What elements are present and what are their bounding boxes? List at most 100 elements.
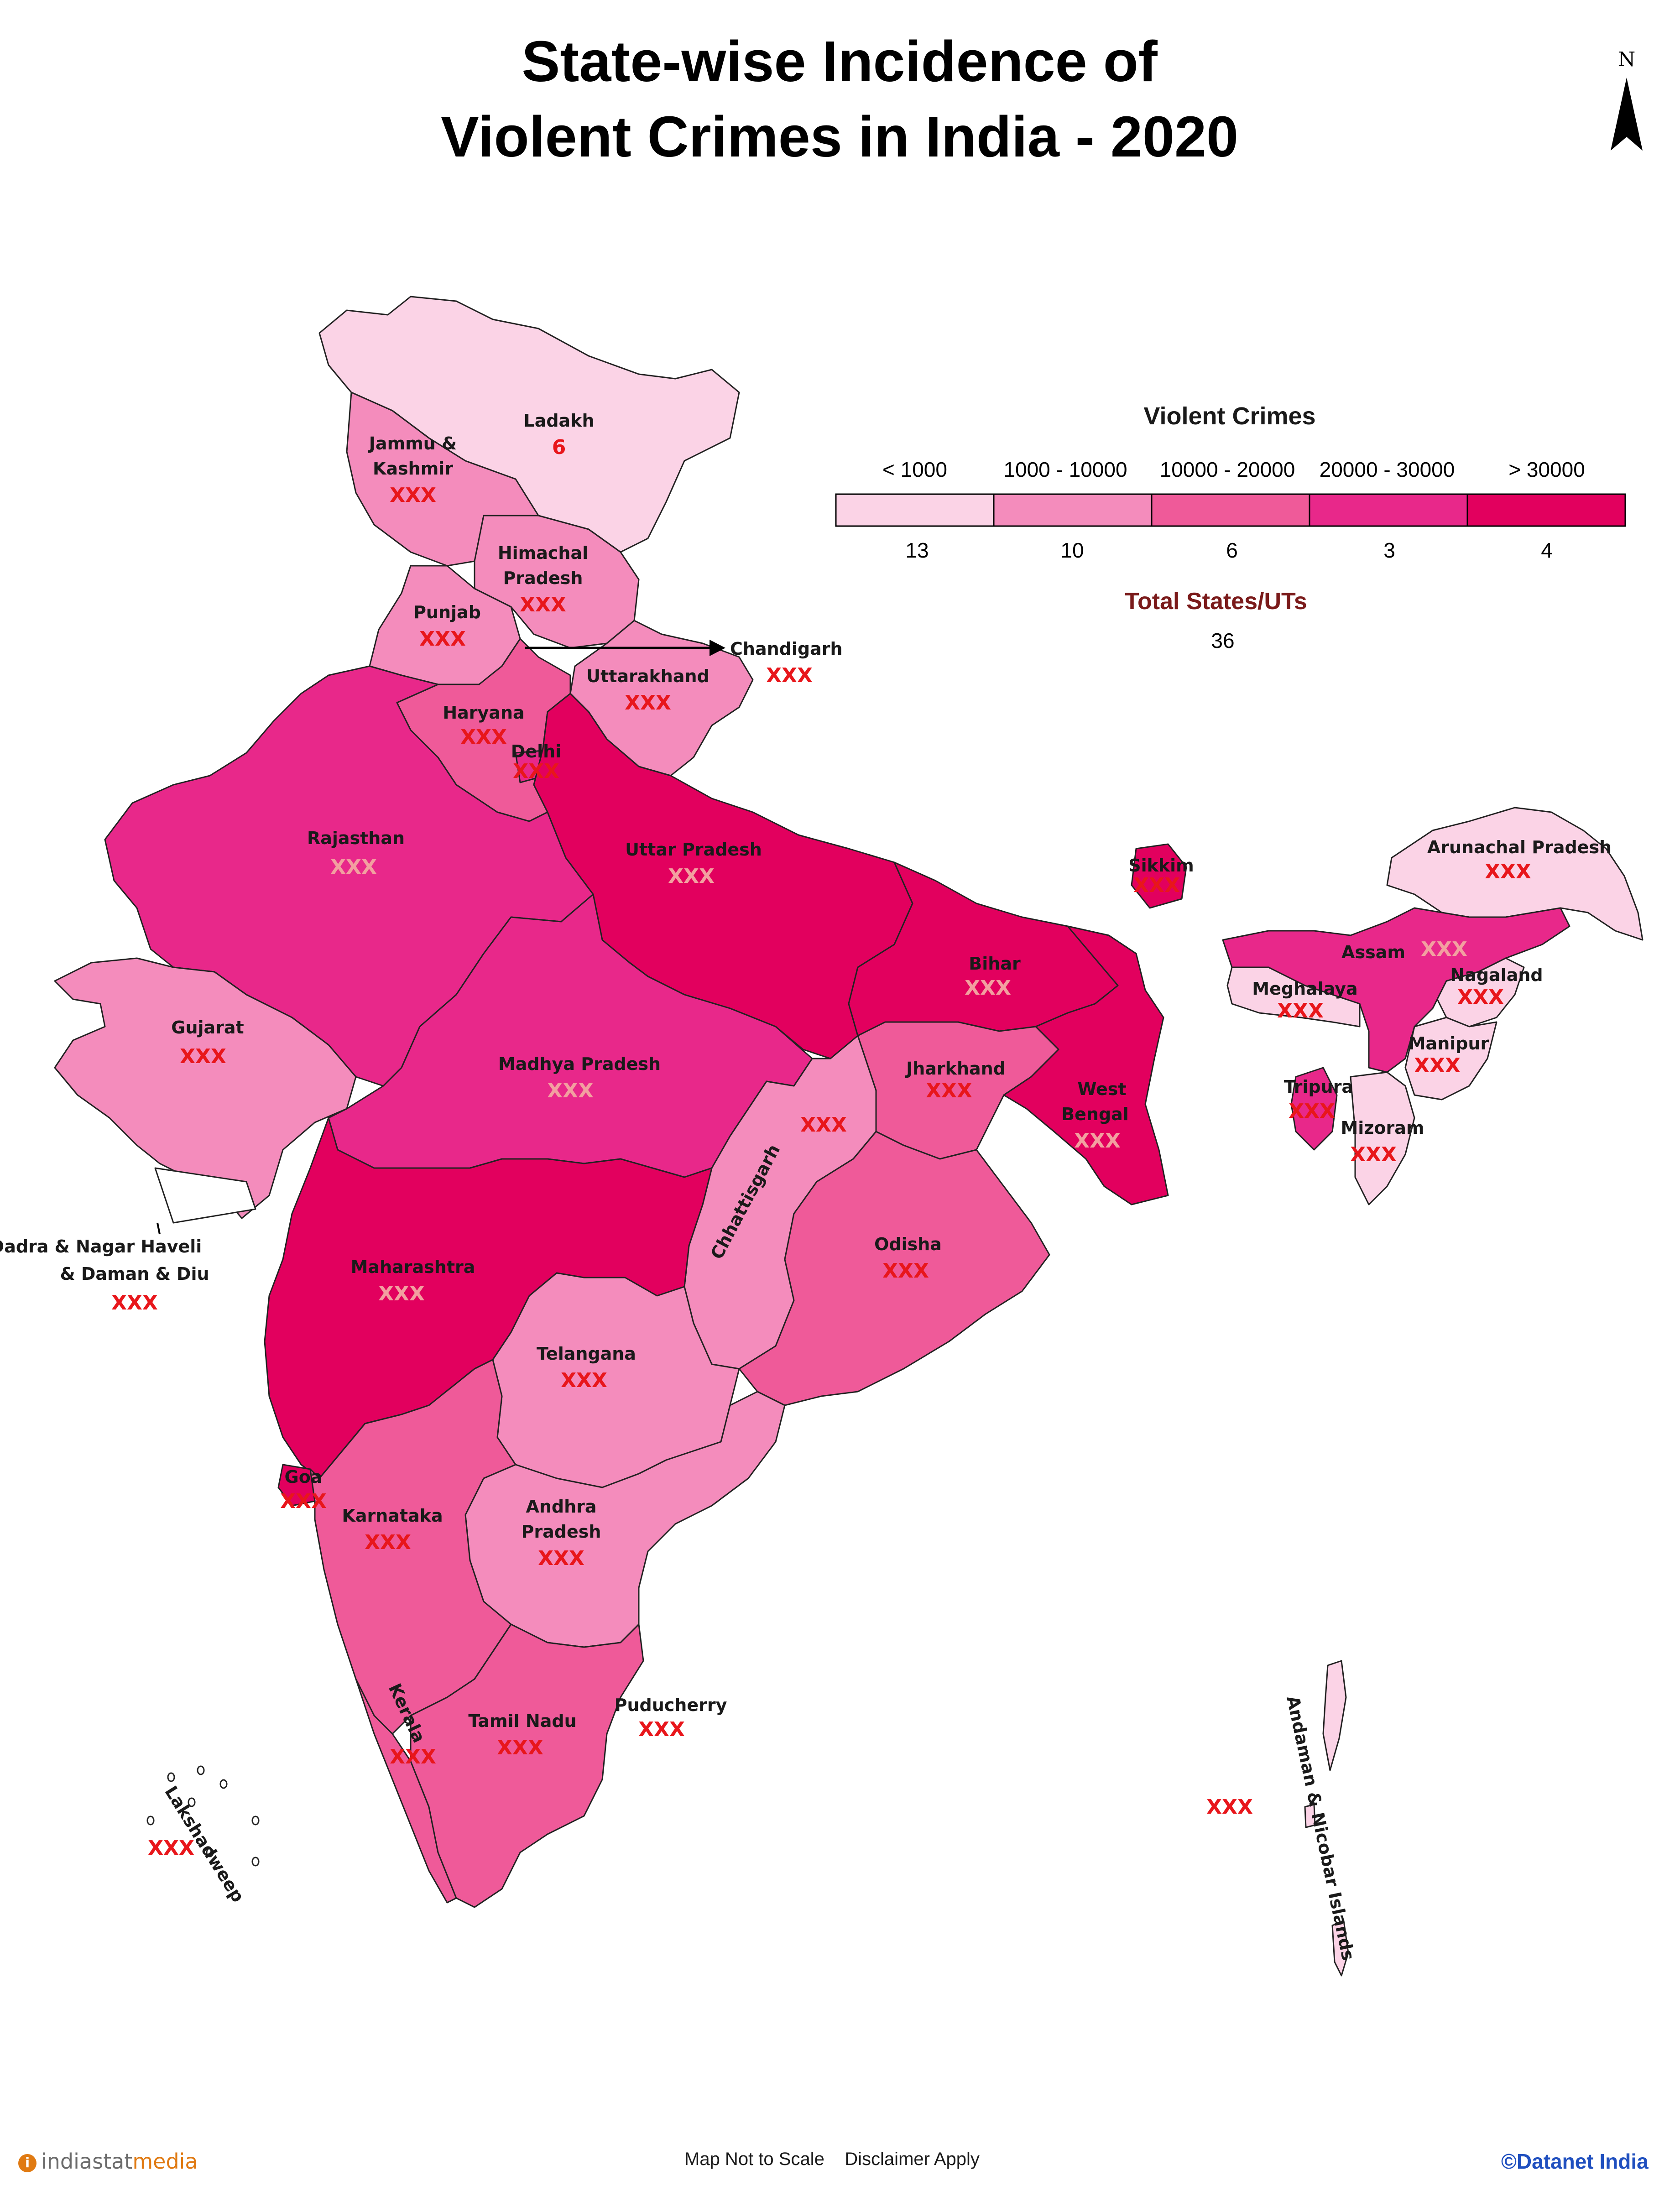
- value-meghalaya: XXX: [1277, 999, 1324, 1022]
- region-mizoram: [1350, 1071, 1415, 1205]
- label-punjab: Punjab: [413, 602, 481, 622]
- label-jharkhand: Jharkhand: [905, 1059, 1006, 1079]
- label-haryana: Haryana: [443, 703, 524, 723]
- region-karnataka: [309, 1359, 517, 1735]
- label-ap-1: Andhra: [526, 1497, 596, 1517]
- value-nagaland: XXX: [1457, 986, 1504, 1009]
- north-arrow-icon: [1611, 78, 1643, 151]
- label-delhi: Delhi: [511, 741, 561, 762]
- label-mp: Madhya Pradesh: [498, 1054, 661, 1074]
- region-goa: [277, 1464, 316, 1507]
- label-tn: Tamil Nadu: [468, 1711, 576, 1731]
- value-uttarakhand: XXX: [625, 691, 671, 715]
- brand-datanet-india[interactable]: ©Datanet India: [1501, 2149, 1649, 2173]
- label-wb-1: West: [1077, 1079, 1126, 1099]
- label-sikkim: Sikkim: [1128, 856, 1194, 876]
- legend: Violent Crimes < 1000 1000 - 10000 10000…: [835, 402, 1626, 652]
- value-mizoram: XXX: [1350, 1143, 1397, 1166]
- label-rajasthan: Rajasthan: [307, 828, 405, 848]
- legend-count-1: 13: [905, 538, 929, 562]
- value-rajasthan: XXX: [330, 856, 377, 879]
- footer-disclaimer: Map Not to Scale Disclaimer Apply: [684, 2149, 980, 2169]
- legend-range-1: < 1000: [882, 458, 947, 481]
- label-telangana: Telangana: [537, 1344, 636, 1364]
- total-states-value: 36: [1211, 629, 1234, 652]
- label-goa: Goa: [285, 1467, 323, 1487]
- label-meghalaya: Meghalaya: [1252, 979, 1357, 999]
- value-wb: XXX: [1074, 1129, 1121, 1153]
- value-chandigarh: XXX: [766, 664, 813, 687]
- value-ladakh: 6: [552, 436, 566, 459]
- value-arunachal: XXX: [1485, 860, 1531, 883]
- region-meghalaya: [1226, 966, 1361, 1028]
- label-uttarakhand: Uttarakhand: [586, 666, 709, 686]
- legend-range-2: 1000 - 10000: [1003, 458, 1127, 481]
- value-odisha: XXX: [882, 1259, 929, 1283]
- brand-left-part-1: indiastat: [41, 2149, 133, 2174]
- value-telangana: XXX: [561, 1369, 607, 1392]
- label-dnhdd-1: Dadra & Nagar Haveli: [0, 1236, 202, 1257]
- value-dnhdd: XXX: [111, 1291, 158, 1315]
- label-dnhdd-2: & Daman & Diu: [60, 1264, 209, 1284]
- label-wb-2: Bengal: [1061, 1104, 1129, 1124]
- value-ap: XXX: [538, 1547, 584, 1570]
- label-jk-1: Jammu &: [368, 433, 457, 454]
- map-title-line-2: Violent Crimes in India - 2020: [440, 104, 1239, 169]
- value-assam: XXX: [1421, 938, 1467, 961]
- total-states-label: Total States/UTs: [1125, 588, 1307, 615]
- map-title-line-1: State-wise Incidence of: [522, 29, 1158, 94]
- label-chandigarh: Chandigarh: [730, 639, 843, 659]
- label-manipur: Manipur: [1409, 1033, 1489, 1054]
- legend-range-5: > 30000: [1508, 458, 1585, 481]
- region-dnh-daman-diu: [154, 1167, 256, 1224]
- label-up: Uttar Pradesh: [625, 840, 762, 860]
- value-delhi: XXX: [513, 760, 559, 783]
- region-nagaland: [1436, 957, 1525, 1028]
- value-maharashtra: XXX: [378, 1282, 425, 1305]
- label-puducherry: Puducherry: [615, 1695, 727, 1715]
- value-tripura: XXX: [1289, 1100, 1335, 1123]
- legend-count-5: 4: [1541, 538, 1553, 562]
- region-west-bengal: [1003, 925, 1169, 1205]
- label-ap-2: Pradesh: [522, 1522, 601, 1542]
- legend-swatch-4: [1309, 493, 1468, 527]
- brand-indiastat-media[interactable]: i indiastatmedia: [18, 2149, 198, 2174]
- legend-count-4: 3: [1383, 538, 1395, 562]
- value-jharkhand: XXX: [926, 1079, 972, 1102]
- legend-swatch-5: [1466, 493, 1626, 527]
- value-tn: XXX: [497, 1736, 543, 1759]
- value-chhattisgarh: XXX: [800, 1113, 847, 1137]
- label-arunachal: Arunachal Pradesh: [1427, 837, 1612, 857]
- label-ladakh: Ladakh: [523, 411, 594, 431]
- brand-left-part-2: media: [132, 2149, 198, 2174]
- value-gujarat: XXX: [180, 1045, 226, 1068]
- value-karnataka: XXX: [365, 1531, 411, 1554]
- chandigarh-pointer: [525, 640, 725, 656]
- region-gujarat: [54, 957, 357, 1219]
- label-hp-2: Pradesh: [503, 568, 583, 588]
- value-andaman: XXX: [1206, 1795, 1253, 1819]
- legend-swatch-3: [1151, 493, 1310, 527]
- label-nagaland: Nagaland: [1450, 965, 1543, 985]
- value-manipur: XXX: [1414, 1054, 1461, 1077]
- label-odisha: Odisha: [874, 1234, 942, 1254]
- value-hp: XXX: [520, 593, 566, 616]
- label-assam: Assam: [1341, 942, 1405, 962]
- value-mp: XXX: [547, 1079, 594, 1102]
- value-lakshadweep: XXX: [148, 1836, 194, 1860]
- label-jk-2: Kashmir: [373, 459, 453, 479]
- lakshadweep-islands: [146, 1765, 260, 1867]
- legend-count-2: 10: [1060, 538, 1084, 562]
- label-mizoram: Mizoram: [1341, 1118, 1424, 1138]
- legend-range-3: 10000 - 20000: [1160, 458, 1295, 481]
- region-tripura: [1290, 1067, 1338, 1151]
- region-odisha: [738, 1131, 1050, 1406]
- label-tripura: Tripura: [1284, 1077, 1353, 1097]
- region-andaman-islands: [1304, 1660, 1349, 1977]
- value-up: XXX: [668, 865, 715, 888]
- value-jk: XXX: [390, 484, 436, 507]
- label-bihar: Bihar: [969, 954, 1021, 974]
- value-punjab: XXX: [419, 627, 466, 651]
- value-sikkim: XXX: [1133, 874, 1180, 897]
